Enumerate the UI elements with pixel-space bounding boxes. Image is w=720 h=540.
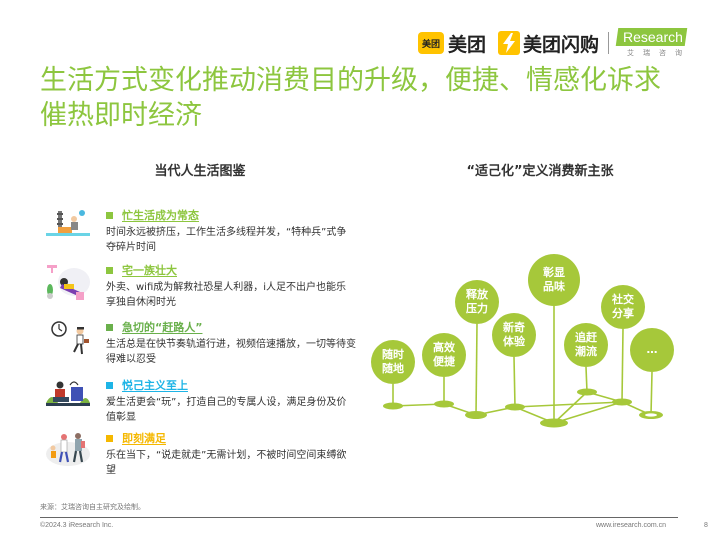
iresearch-logo: Research 艾瑞咨询 bbox=[615, 28, 692, 58]
iresearch-logo-text: Research bbox=[623, 29, 683, 45]
bubble-chase-trends: 追赶 潮流 bbox=[564, 323, 608, 367]
bullet-square-icon bbox=[106, 211, 113, 219]
bubble-efficient-convenient: 高效 便捷 bbox=[422, 333, 466, 377]
bullet-square-icon bbox=[106, 434, 113, 442]
right-section-title: “适己化”定义消费新主张 bbox=[466, 164, 614, 179]
meituan-badge-text: 美团 bbox=[421, 39, 440, 50]
bullet-square-icon bbox=[106, 381, 113, 389]
item-heading-text: 悦己主义至上 bbox=[122, 379, 188, 392]
item-heading: 忙生活成为常态 bbox=[106, 207, 199, 223]
lifestyle-item-homebody: 宅一族壮大 外卖、wifi成为解救社恐星人利器，i人足不出户也能乐享独自休闲时光 bbox=[44, 262, 364, 322]
consumption-bubble-network: 随时 随地 高效 便捷 释放 压力 新奇 体验 彰显 品味 追赶 潮流 社交 分… bbox=[370, 250, 690, 440]
hurrying-man-clock-icon bbox=[51, 321, 89, 355]
bullet-square-icon bbox=[106, 323, 113, 331]
item-heading-text: 即刻满足 bbox=[122, 432, 166, 445]
source-note: 来源：艾瑞咨询自主研究及绘制。 bbox=[40, 503, 145, 511]
meituan-shangou-logo-text: 美团闪购 bbox=[523, 33, 600, 56]
item-heading: 急切的“赶路人” bbox=[106, 319, 202, 335]
meituan-badge-icon: 美团 bbox=[418, 32, 444, 54]
page-number: 8 bbox=[704, 522, 708, 529]
footer-divider bbox=[40, 517, 678, 518]
item-description: 乐在当下，“说走就走”无需计划，不被时间空间束缚欲望 bbox=[106, 450, 347, 476]
busy-office-worker-icon bbox=[46, 210, 90, 236]
lifestyle-item-instant: 即刻满足 乐在当下，“说走就走”无需计划，不被时间空间束缚欲望 bbox=[44, 430, 364, 490]
lifestyle-item-busy: 忙生活成为常态 时间永远被挤压，工作生活多线程并发，“特种兵”式争夺碎片时间 bbox=[44, 207, 364, 267]
iresearch-logo-box: Research bbox=[615, 28, 688, 46]
item-heading: 悦己主义至上 bbox=[106, 377, 188, 393]
lifestyle-item-self-pleasing: 悦己主义至上 爱生活更会“玩”，打造自己的专属人设，满足身份及价值彰显 bbox=[44, 377, 364, 437]
network-lines bbox=[383, 306, 663, 428]
website-link: www.iresearch.com.cn bbox=[596, 522, 667, 529]
self-pleasing-person-icon bbox=[46, 381, 90, 406]
item-description: 爱生活更会“玩”，打造自己的专属人设，满足身份及价值彰显 bbox=[106, 397, 347, 423]
bubble-more: … bbox=[630, 328, 674, 372]
bubble-social-sharing: 社交 分享 bbox=[601, 285, 645, 329]
item-heading-text: 宅一族壮大 bbox=[122, 264, 177, 277]
item-heading-text: 急切的“赶路人” bbox=[122, 321, 203, 334]
bubble-anytime-anywhere: 随时 随地 bbox=[371, 340, 415, 384]
left-section-title: 当代人生活图鉴 bbox=[154, 164, 246, 179]
page-title: 生活方式变化推动消费目的升级，便捷、情感化诉求催热即时经济 bbox=[40, 65, 661, 131]
item-description: 外卖、wifi成为解救社恐星人利器，i人足不出户也能乐享独自休闲时光 bbox=[106, 282, 347, 308]
item-heading: 宅一族壮大 bbox=[106, 262, 177, 278]
lightning-bolt-icon bbox=[498, 31, 521, 55]
item-description: 生活总是在快节奏轨道行进，视频倍速播放，一切等待变得难以忍受 bbox=[106, 339, 356, 365]
travelling-family-icon bbox=[46, 433, 90, 466]
bubble-relieve-stress: 释放 压力 bbox=[455, 280, 499, 324]
item-description: 时间永远被挤压，工作生活多线程并发，“特种兵”式争夺碎片时间 bbox=[106, 227, 347, 253]
bubble-show-taste: 彰显 品味 bbox=[528, 254, 580, 306]
lifestyle-item-hurry: 急切的“赶路人” 生活总是在快节奏轨道行进，视频倍速播放，一切等待变得难以忍受 bbox=[44, 319, 364, 379]
bubble-novel-experience: 新奇 体验 bbox=[492, 313, 536, 357]
partner-logos: 美团 美团 美团闪购 Research 艾瑞咨询 bbox=[418, 28, 689, 58]
bullet-square-icon bbox=[106, 266, 113, 274]
logo-divider bbox=[608, 32, 610, 54]
meituan-logo-text: 美团 bbox=[448, 33, 487, 56]
item-heading: 即刻满足 bbox=[106, 430, 166, 446]
iresearch-subtitle: 艾瑞咨询 bbox=[627, 49, 692, 57]
item-heading-text: 忙生活成为常态 bbox=[122, 209, 199, 222]
homebody-relaxing-icon bbox=[47, 265, 90, 300]
copyright: ©2024.3 iResearch Inc. bbox=[40, 522, 114, 529]
